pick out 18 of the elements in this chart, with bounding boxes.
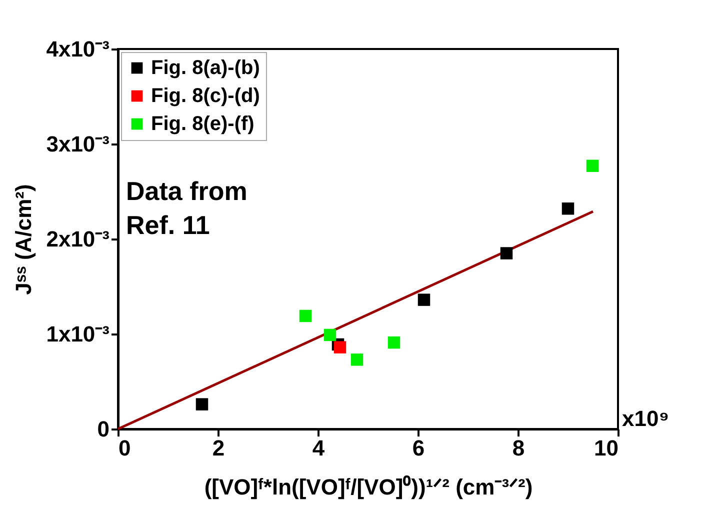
text: x10⁹	[622, 406, 670, 431]
x-axis-title: ([VO]ᶠ*ln([VO]ᶠ/[VO]⁰))¹ᐟ² (cm⁻³ᐟ²)	[204, 474, 533, 500]
x-tick-label: 8	[512, 436, 525, 460]
x-tick-label: 10	[594, 436, 618, 460]
x-tick-label: 2	[212, 436, 225, 460]
legend-label: Fig. 8(c)-(d)	[151, 85, 260, 107]
legend-label: Fig. 8(e)-(f)	[151, 113, 254, 135]
annotation: Data from Ref. 11	[126, 176, 248, 240]
y-tick-label: 2x10⁻³	[46, 226, 110, 252]
y-tick-label: 1x10⁻³	[46, 322, 110, 346]
x-tick-label: 6	[412, 436, 425, 460]
y-axis-title: Jˢˢ (A/cm²)	[11, 184, 36, 295]
legend-label: Fig. 8(a)-(b)	[151, 57, 260, 79]
x-tick-label: 0	[118, 436, 131, 460]
y-tick-label: 0	[97, 416, 110, 442]
x-tick-label: 4	[312, 436, 326, 460]
y-tick-label: 3x10⁻³	[46, 132, 110, 156]
y-tick-label: 4x10⁻³	[46, 36, 110, 62]
